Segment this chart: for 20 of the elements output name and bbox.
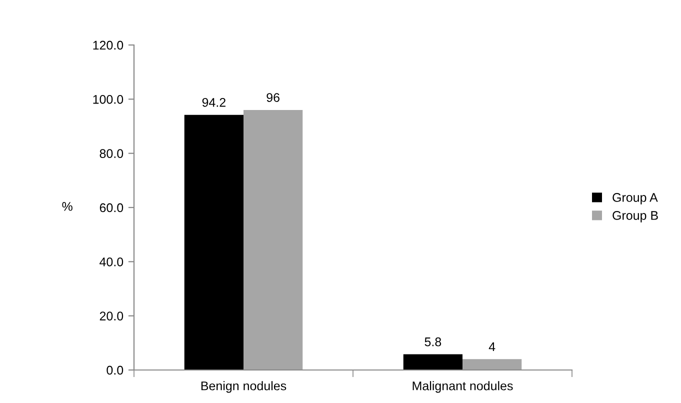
y-tick-label: 120.0 <box>93 40 124 50</box>
data-label: 96 <box>266 93 280 102</box>
x-tick-label: Benign nodules <box>201 381 286 393</box>
x-tick-label: Malignant nodules <box>412 381 513 393</box>
y-tick-label: 100.0 <box>93 94 124 104</box>
y-tick-label: 60.0 <box>100 203 124 212</box>
bar <box>244 110 303 370</box>
bar <box>184 114 244 370</box>
bar <box>403 354 462 370</box>
data-label: 94.2 <box>202 98 226 107</box>
legend-label: Group A <box>612 193 658 204</box>
y-tick-label: 40.0 <box>100 257 124 266</box>
y-tick-label: 80.0 <box>100 149 124 158</box>
y-tick-label: 0.0 <box>106 366 124 375</box>
y-tick-label: 20.0 <box>100 312 124 320</box>
legend-label: Group B <box>612 211 658 222</box>
data-label: 5.8 <box>424 337 442 346</box>
y-axis-title: % <box>62 202 72 211</box>
data-label: 4 <box>488 342 496 352</box>
bar <box>462 359 522 370</box>
